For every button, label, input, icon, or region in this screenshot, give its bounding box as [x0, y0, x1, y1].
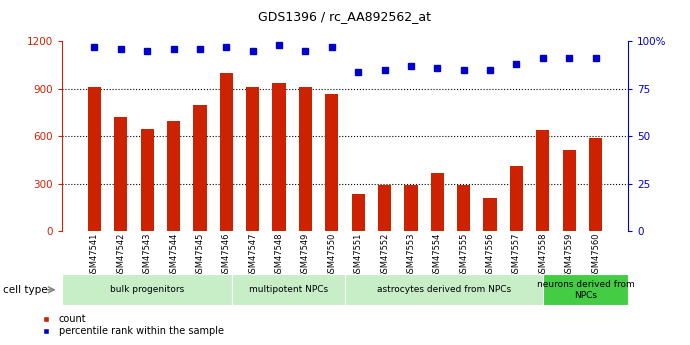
Bar	[115, 117, 128, 231]
Bar	[562, 150, 575, 231]
Bar	[345, 274, 543, 305]
Text: GDS1396 / rc_AA892562_at: GDS1396 / rc_AA892562_at	[259, 10, 431, 23]
Bar	[457, 185, 471, 231]
Legend: count, percentile rank within the sample: count, percentile rank within the sample	[32, 310, 228, 340]
Bar	[246, 87, 259, 231]
Text: bulk progenitors: bulk progenitors	[110, 285, 184, 294]
Bar	[193, 105, 206, 231]
Bar	[62, 274, 232, 305]
Bar	[141, 129, 154, 231]
Text: astrocytes derived from NPCs: astrocytes derived from NPCs	[377, 285, 511, 294]
Bar	[352, 194, 365, 231]
Bar	[88, 87, 101, 231]
Bar	[232, 274, 345, 305]
Bar	[510, 166, 523, 231]
Bar	[378, 185, 391, 231]
Text: cell type: cell type	[3, 285, 48, 295]
Text: neurons derived from
NPCs: neurons derived from NPCs	[537, 280, 634, 299]
Bar	[589, 138, 602, 231]
Bar	[543, 274, 628, 305]
Bar	[431, 172, 444, 231]
Text: multipotent NPCs: multipotent NPCs	[249, 285, 328, 294]
Bar	[484, 198, 497, 231]
Bar	[404, 185, 417, 231]
Bar	[219, 73, 233, 231]
Bar	[536, 130, 549, 231]
Bar	[167, 121, 180, 231]
Bar	[299, 87, 312, 231]
Bar	[325, 93, 338, 231]
Bar	[273, 82, 286, 231]
